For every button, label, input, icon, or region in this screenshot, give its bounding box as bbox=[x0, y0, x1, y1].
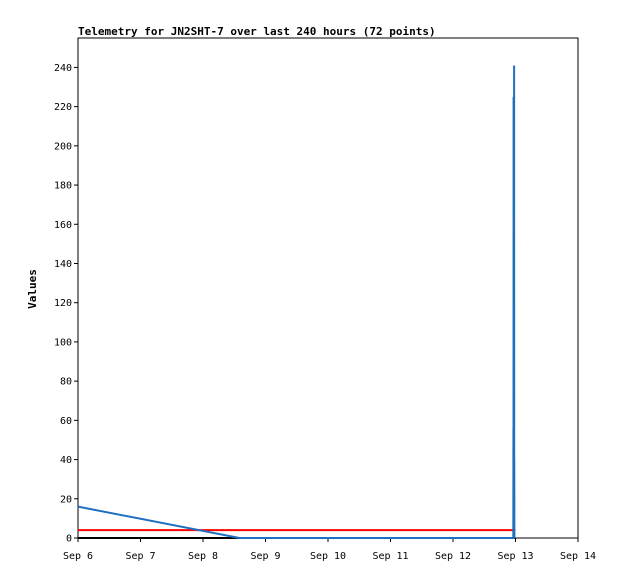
y-tick-label: 200 bbox=[54, 141, 72, 152]
y-tick-label: 80 bbox=[60, 377, 72, 388]
y-tick-label: 0 bbox=[66, 534, 72, 545]
x-tick-label: Sep 6 bbox=[63, 551, 93, 562]
y-tick-label: 180 bbox=[54, 181, 72, 192]
y-axis: 0 20 40 60 80 100 120 140 160 180 200 220 240 bbox=[54, 63, 78, 545]
plot-area bbox=[77, 37, 579, 539]
y-tick-label: 120 bbox=[54, 298, 72, 309]
x-tick-label: Sep 13 bbox=[497, 551, 533, 562]
x-tick-label: Sep 7 bbox=[125, 551, 155, 562]
x-tick-label: Sep 14 bbox=[560, 551, 596, 562]
x-tick-label: Sep 10 bbox=[310, 551, 346, 562]
y-tick-label: 160 bbox=[54, 220, 72, 231]
series-line-3 bbox=[77, 65, 516, 539]
x-tick-label: Sep 12 bbox=[435, 551, 471, 562]
y-tick-label: 40 bbox=[60, 455, 72, 466]
chart-title: Telemetry for JN2SHT-7 over last 240 hou… bbox=[78, 25, 436, 38]
x-tick-label: Sep 11 bbox=[372, 551, 408, 562]
y-tick-label: 140 bbox=[54, 259, 72, 270]
x-tick-label: Sep 8 bbox=[188, 551, 218, 562]
y-tick-label: 100 bbox=[54, 337, 72, 348]
y-tick-label: 20 bbox=[60, 494, 72, 505]
y-tick-label: 240 bbox=[54, 63, 72, 74]
y-tick-label: 220 bbox=[54, 102, 72, 113]
x-tick-label: Sep 9 bbox=[250, 551, 280, 562]
series-layer bbox=[77, 65, 516, 539]
y-tick-label: 60 bbox=[60, 416, 72, 427]
y-axis-label: Values bbox=[26, 269, 39, 309]
x-axis: Sep 6 Sep 7 Sep 8 Sep 9 Sep 10 Sep 11 Sep 12 Se… bbox=[63, 538, 596, 562]
